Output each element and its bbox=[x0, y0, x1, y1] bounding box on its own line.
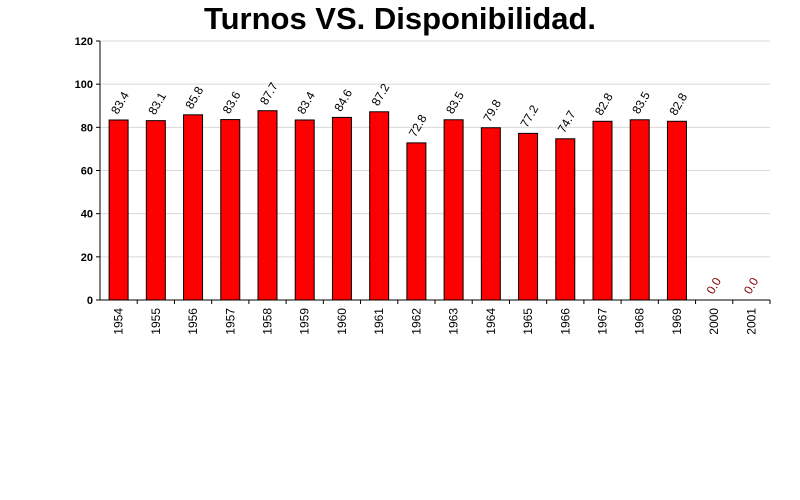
bar bbox=[257, 110, 278, 301]
bar-value-label: 83.1 bbox=[145, 90, 169, 118]
bar bbox=[480, 127, 501, 301]
x-tick-label: 1957 bbox=[223, 308, 237, 335]
y-tick-label: 20 bbox=[81, 252, 93, 264]
bar-value-label: 0.0 bbox=[704, 275, 725, 297]
bar-value-label: 0.0 bbox=[741, 275, 762, 297]
bar bbox=[555, 138, 576, 301]
y-tick-label: 0 bbox=[87, 295, 93, 307]
bar-value-label: 83.5 bbox=[443, 89, 467, 117]
y-tick-label: 80 bbox=[81, 122, 93, 134]
x-tick-label: 1966 bbox=[558, 308, 572, 335]
bar-value-label: 83.5 bbox=[629, 89, 653, 117]
bar-value-label: 87.2 bbox=[369, 81, 393, 109]
bar bbox=[369, 111, 390, 301]
y-tick-label: 40 bbox=[81, 209, 93, 221]
bar-value-label: 83.4 bbox=[294, 89, 318, 117]
x-tick-label: 1955 bbox=[149, 308, 163, 335]
x-tick-label: 1962 bbox=[409, 308, 423, 335]
bar bbox=[183, 114, 204, 301]
bar bbox=[331, 116, 352, 301]
bar bbox=[294, 119, 315, 301]
bar bbox=[629, 119, 650, 301]
y-tick-label: 100 bbox=[75, 79, 93, 91]
x-tick-label: 1961 bbox=[372, 308, 386, 335]
bar bbox=[108, 119, 129, 301]
x-tick-label: 1968 bbox=[633, 308, 647, 335]
x-tick-label: 1967 bbox=[596, 308, 610, 335]
bar-value-label: 74.7 bbox=[555, 108, 579, 136]
bar bbox=[666, 120, 687, 301]
x-tick-label: 2001 bbox=[744, 308, 758, 335]
x-tick-label: 1959 bbox=[298, 308, 312, 335]
bar-value-label: 79.8 bbox=[480, 97, 504, 125]
x-tick-label: 1958 bbox=[261, 308, 275, 335]
bar-value-label: 84.6 bbox=[331, 86, 355, 114]
bar-value-label: 85.8 bbox=[183, 84, 207, 112]
x-tick-label: 1956 bbox=[186, 308, 200, 335]
bar-value-label: 77.2 bbox=[518, 102, 542, 130]
x-tick-label: 1954 bbox=[112, 308, 126, 335]
bar-value-label: 83.6 bbox=[220, 89, 244, 117]
x-tick-label: 1969 bbox=[670, 308, 684, 335]
bar bbox=[406, 142, 427, 301]
bar-value-label: 82.8 bbox=[666, 90, 690, 118]
y-tick-label: 120 bbox=[75, 36, 93, 48]
bar bbox=[518, 132, 539, 301]
bar bbox=[592, 120, 613, 301]
x-tick-label: 1964 bbox=[484, 308, 498, 335]
bar bbox=[145, 120, 166, 301]
x-tick-label: 1960 bbox=[335, 308, 349, 335]
bar-value-label: 82.8 bbox=[592, 90, 616, 118]
y-tick-label: 60 bbox=[81, 166, 93, 178]
bar bbox=[220, 119, 241, 301]
bar bbox=[443, 119, 464, 301]
chart-title: Turnos VS. Disponibilidad. bbox=[203, 1, 597, 36]
x-tick-label: 1965 bbox=[521, 308, 535, 335]
bar-value-label: 72.8 bbox=[406, 112, 430, 140]
x-tick-label: 1963 bbox=[447, 308, 461, 335]
x-tick-label: 2000 bbox=[707, 308, 721, 335]
bar-value-label: 83.4 bbox=[108, 89, 132, 117]
